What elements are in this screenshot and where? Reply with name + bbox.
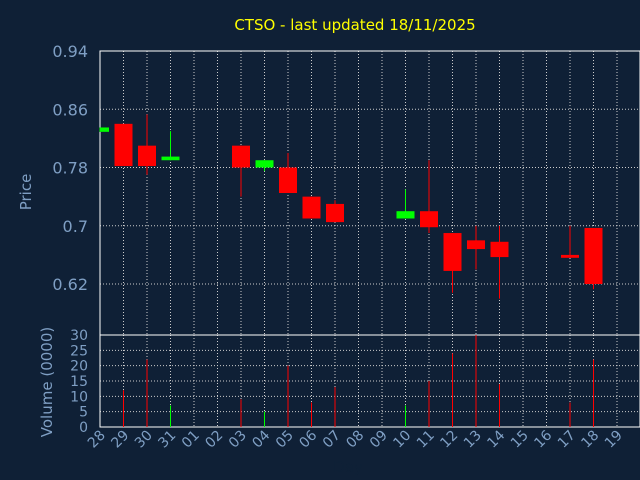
day-axis-label: Day: [333, 458, 363, 476]
candle-body-03: [232, 145, 250, 168]
volume-tick-2: 20: [70, 359, 88, 375]
chart-title: CTSO - last updated 18/11/2025: [234, 16, 475, 34]
volume-tick-5: 5: [79, 405, 88, 421]
volume-axis-label: Volume (0000): [38, 327, 56, 437]
candle-body-29: [114, 123, 133, 167]
price-axis-label: Price: [17, 174, 35, 211]
candle-body-13: [467, 240, 485, 250]
volume-bars-layer: [123, 335, 594, 427]
candle-body-30: [138, 145, 156, 167]
price-tick-0: 0.94: [52, 42, 88, 61]
candle-body-31: [161, 156, 180, 161]
candles-layer: [99, 114, 603, 299]
volume-tick-3: 15: [70, 374, 88, 390]
candle-body-18: [584, 227, 603, 285]
volume-panel-border: [99, 334, 640, 428]
price-tick-3: 0.7: [63, 217, 88, 236]
candle-body-06: [302, 196, 321, 219]
price-tick-1: 0.86: [52, 100, 88, 119]
volume-panel-frame: [99, 334, 640, 428]
volume-tick-1: 25: [70, 343, 88, 359]
price-tick-4: 0.62: [52, 275, 88, 294]
candle-body-04: [255, 160, 274, 168]
volume-tick-0: 30: [70, 328, 88, 344]
volume-tick-6: 0: [79, 420, 88, 436]
day-tick-labels: 28 29 30 31 01 02 03 04 05 06 07 08 09 10 11 12 13 14 15 16…: [85, 427, 626, 451]
price-tick-2: 0.78: [52, 159, 88, 178]
candle-body-11: [420, 211, 438, 228]
price-tick-labels: 0.94 0.86 0.78 0.7 0.62: [52, 42, 88, 294]
candle-body-28: [100, 127, 109, 132]
candle-body-17: [561, 254, 579, 258]
candle-body-12: [443, 233, 462, 271]
candle-body-05: [279, 167, 297, 193]
candle-body-07: [326, 203, 344, 223]
candle-body-14: [490, 241, 509, 258]
candle-body-10: [396, 211, 415, 219]
volume-tick-4: 10: [70, 389, 88, 405]
